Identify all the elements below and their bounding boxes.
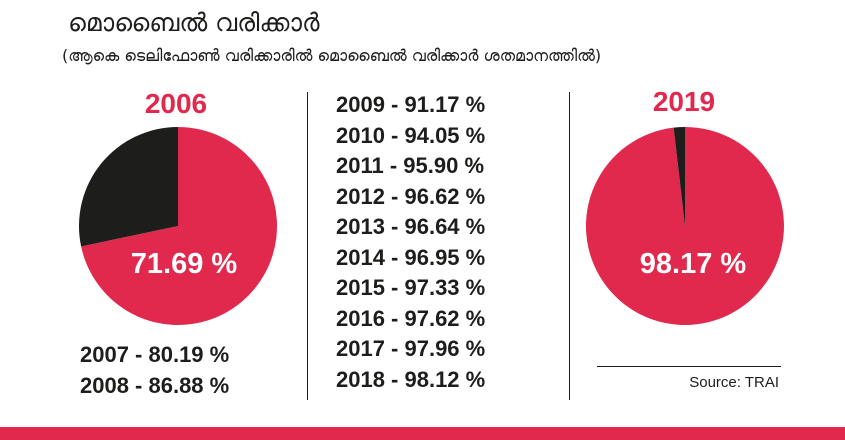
chart-title: മൊബൈൽ വരിക്കാർ (68, 8, 320, 37)
list-item: 2009 - 91.17 % (336, 92, 486, 117)
pie-chart-2006: 71.69 % (78, 127, 277, 325)
list-item: 2015 - 97.33 % (336, 275, 486, 300)
list-item: 2011 - 95.90 % (336, 153, 485, 178)
divider-left (307, 92, 308, 400)
pie-slice-mobile-2006 (81, 127, 277, 325)
pie-slice-other-2019 (673, 126, 685, 226)
list-item: 2017 - 97.96 % (336, 336, 486, 361)
list-item: 2016 - 97.62 % (336, 305, 486, 331)
source-label: Source: TRAI (689, 374, 779, 391)
source-divider (597, 366, 781, 367)
pie-year-label-2006: 2006 (144, 88, 208, 119)
pie-slice-mobile-2019 (585, 127, 784, 325)
pie-value-label-2006: 71.69 % (131, 248, 238, 280)
pie-value-label-2019: 98.17 % (640, 248, 747, 280)
year-list-left: 2007 - 80.19 % 2008 - 86.88 % (80, 340, 229, 401)
list-item: 2012 - 96.62 % (336, 183, 486, 209)
pie-slice-other-2006 (78, 127, 178, 247)
list-item: 2013 - 96.64 % (336, 214, 486, 239)
chart-subtitle: (ആകെ ടെലിഫോൺ വരിക്കാരിൽ മൊബൈൽ വരിക്കാർ ശ… (62, 46, 602, 65)
list-item: 2007 - 80.19 % (80, 342, 230, 367)
list-item: 2010 - 94.05 % (336, 122, 486, 148)
list-item: 2008 - 86.88 % (80, 372, 230, 398)
bottom-accent-bar (0, 427, 845, 440)
pie-chart-2019: 98.17 % (585, 126, 784, 325)
list-item: 2014 - 96.95 % (336, 244, 486, 270)
list-item: 2018 - 98.12 % (336, 366, 486, 392)
year-list-middle: 2009 - 91.17 % 2010 - 94.05 % 2011 - 95.… (336, 90, 485, 395)
divider-right (569, 92, 570, 400)
pie-year-label-2019: 2019 (652, 86, 716, 117)
